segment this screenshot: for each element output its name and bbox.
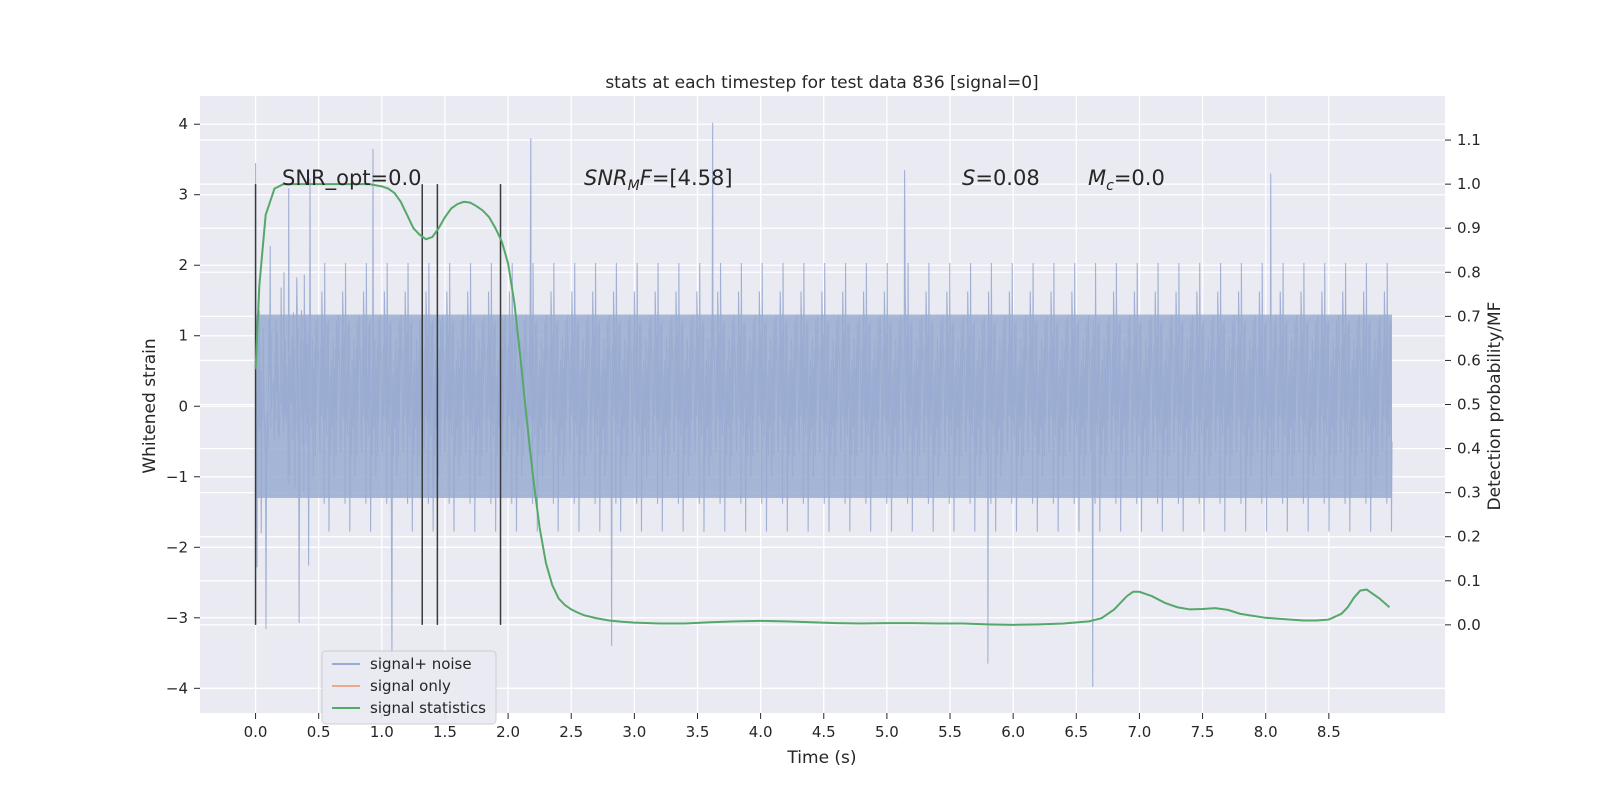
y2-tick-label: 0.4 — [1457, 440, 1481, 458]
y-tick-label: 4 — [178, 115, 188, 133]
series-signal-noise — [255, 122, 1393, 687]
annotation-mc-value: =0.0 — [1114, 166, 1165, 190]
y2-tick-label: 0.9 — [1457, 219, 1481, 237]
y-tick-label: 1 — [178, 327, 188, 345]
annotation-s-symbol: S — [962, 166, 975, 190]
y2-tick-label: 0.2 — [1457, 528, 1481, 546]
y2-tick-label: 0.6 — [1457, 351, 1481, 369]
x-tick-label: 1.5 — [433, 723, 457, 741]
x-tick-label: 5.5 — [938, 723, 962, 741]
statistics-line — [254, 183, 1391, 626]
x-tick-label: 7.5 — [1191, 723, 1215, 741]
y-tick-label: −3 — [166, 609, 188, 627]
y-tick-label: −4 — [166, 679, 188, 697]
x-tick-label: 6.5 — [1064, 723, 1088, 741]
y2-tick-label: 0.8 — [1457, 263, 1481, 281]
vertical-markers — [254, 184, 502, 625]
y2-tick-label: 0.1 — [1457, 572, 1481, 590]
annotation-s-value: =0.08 — [975, 166, 1039, 190]
x-tick-label: 4.5 — [812, 723, 836, 741]
x-tick-label: 0.0 — [244, 723, 268, 741]
x-axis-label: Time (s) — [786, 748, 856, 768]
legend: signal+ noise signal only signal statist… — [321, 650, 497, 725]
chart-title: stats at each timestep for test data 836… — [605, 73, 1038, 93]
y2-tick-label: 0.7 — [1457, 307, 1481, 325]
x-tick-label: 8.5 — [1317, 723, 1341, 741]
noise-line — [255, 122, 1393, 687]
x-tick-label: 1.0 — [370, 723, 394, 741]
annotation-c-subscript: c — [1106, 178, 1114, 194]
x-tick-label: 3.5 — [686, 723, 710, 741]
x-tick-label: 5.0 — [875, 723, 899, 741]
annotation-snr-mf: SNRMF=[4.58] — [584, 166, 733, 194]
axes: 0.0 0.5 1.0 1.5 2.0 2.5 3.0 3.5 4.0 4.5 5.0 5.5 6.0 6… — [166, 115, 1481, 741]
annotation-m-symbol: M — [1088, 166, 1106, 190]
annotation-snr-mf-value: [4.58] — [669, 166, 732, 190]
x-tick-label: 0.5 — [307, 723, 331, 741]
y2-tick-label: 1.1 — [1457, 131, 1481, 149]
series-signal-statistics — [254, 183, 1391, 626]
legend-label-signal-only: signal only — [370, 677, 451, 695]
x-tick-label: 2.0 — [496, 723, 520, 741]
annotation-f-equals: F= — [640, 166, 670, 190]
x-tick-label: 8.0 — [1254, 723, 1278, 741]
y2-tick-label: 1.0 — [1457, 175, 1481, 193]
annotation-s-stat: S=0.08 — [962, 166, 1040, 190]
y2-axis-label: Detection probability/MF — [1485, 302, 1505, 511]
legend-label-signal-statistics: signal statistics — [370, 699, 486, 717]
annotation-snr-opt: SNR_opt=0.0 — [282, 166, 422, 191]
y-axis-label: Whitened strain — [140, 338, 160, 473]
annotation-mf-subscript: M — [628, 178, 640, 194]
annotation-mc: Mc=0.0 — [1088, 166, 1165, 194]
x-tick-label: 4.0 — [749, 723, 773, 741]
legend-label-signal-noise: signal+ noise — [370, 655, 472, 673]
x-tick-label: 3.0 — [622, 723, 646, 741]
y-tick-label: −2 — [166, 538, 188, 556]
annotation-snr-opt-text: SNR_opt=0.0 — [282, 166, 422, 191]
y-tick-label: 3 — [178, 186, 188, 204]
x-tick-label: 7.0 — [1128, 723, 1152, 741]
y2-tick-label: 0.3 — [1457, 484, 1481, 502]
y-tick-label: −1 — [166, 468, 188, 486]
y2-tick-label: 0.0 — [1457, 616, 1481, 634]
y-tick-label: 0 — [178, 397, 188, 415]
y2-tick-label: 0.5 — [1457, 396, 1481, 414]
legend-frame — [321, 650, 497, 725]
x-tick-label: 2.5 — [559, 723, 583, 741]
x-tick-label: 6.0 — [1001, 723, 1025, 741]
annotation-snr-symbol: SNR — [584, 166, 628, 190]
y-tick-label: 2 — [178, 256, 188, 274]
